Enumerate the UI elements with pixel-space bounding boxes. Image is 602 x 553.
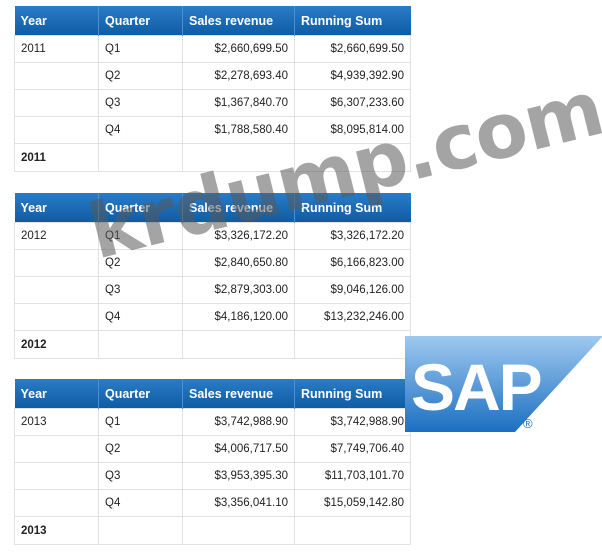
cell-quarter: Q2 (98, 62, 183, 90)
cell-year (14, 89, 99, 117)
col-header-quarter[interactable]: Quarter (98, 379, 183, 409)
sap-logo-shape (405, 336, 602, 432)
col-header-sales-revenue[interactable]: Sales revenue (182, 193, 295, 223)
cell-sales-revenue: $2,840,650.80 (182, 249, 295, 277)
table-row: Q4 $3,356,041.10 $15,059,142.80 (14, 489, 411, 517)
cell-quarter: Q2 (98, 435, 183, 463)
cell-sales-revenue: $1,367,840.70 (182, 89, 295, 117)
table-row: Q3 $3,953,395.30 $11,703,101.70 (14, 462, 411, 490)
sap-logo: SAP ® (405, 336, 602, 432)
cell-sales-revenue: $4,006,717.50 (182, 435, 295, 463)
table-row: 2013 Q1 $3,742,988.90 $3,742,988.90 (14, 408, 411, 436)
table-row: Q4 $4,186,120.00 $13,232,246.00 (14, 303, 411, 331)
cell-running-sum: $15,059,142.80 (294, 489, 411, 517)
cell-sales-revenue: $3,742,988.90 (182, 408, 295, 436)
cell-quarter: Q3 (98, 89, 183, 117)
cell-year: 2013 (14, 408, 99, 436)
table-row: 2012 Q1 $3,326,172.20 $3,326,172.20 (14, 222, 411, 250)
table-row: Q2 $2,278,693.40 $4,939,392.90 (14, 62, 411, 90)
cell-running-sum: $6,307,233.60 (294, 89, 411, 117)
footer-row: 2013 (14, 516, 411, 545)
col-header-year[interactable]: Year (14, 6, 99, 36)
cell-running-sum: $3,742,988.90 (294, 408, 411, 436)
cell-quarter: Q4 (98, 489, 183, 517)
cell-sales-revenue: $3,953,395.30 (182, 462, 295, 490)
footer-year: 2011 (14, 143, 99, 172)
cell-year (14, 249, 99, 277)
cell-quarter: Q3 (98, 276, 183, 304)
cell-sales-revenue: $2,660,699.50 (182, 35, 295, 63)
col-header-sales-revenue[interactable]: Sales revenue (182, 6, 295, 36)
cell-quarter: Q2 (98, 249, 183, 277)
col-header-running-sum[interactable]: Running Sum (294, 6, 411, 36)
cell-year (14, 435, 99, 463)
cell-year: 2011 (14, 35, 99, 63)
col-header-running-sum[interactable]: Running Sum (294, 379, 411, 409)
cell-running-sum: $3,326,172.20 (294, 222, 411, 250)
table-row: 2011 Q1 $2,660,699.50 $2,660,699.50 (14, 35, 411, 63)
report-table-2013: Year Quarter Sales revenue Running Sum 2… (14, 379, 411, 545)
cell-sales-revenue: $1,788,580.40 (182, 116, 295, 144)
cell-quarter: Q1 (98, 222, 183, 250)
cell-year (14, 303, 99, 331)
col-header-quarter[interactable]: Quarter (98, 193, 183, 223)
cell-running-sum: $13,232,246.00 (294, 303, 411, 331)
cell-year (14, 116, 99, 144)
registered-mark: ® (523, 416, 533, 431)
cell-quarter: Q1 (98, 35, 183, 63)
footer-year: 2012 (14, 330, 99, 359)
report-table-2012: Year Quarter Sales revenue Running Sum 2… (14, 193, 411, 359)
cell-sales-revenue: $3,356,041.10 (182, 489, 295, 517)
header-row: Year Quarter Sales revenue Running Sum (14, 6, 411, 36)
cell-year: 2012 (14, 222, 99, 250)
col-header-sales-revenue[interactable]: Sales revenue (182, 379, 295, 409)
table-row: Q2 $2,840,650.80 $6,166,823.00 (14, 249, 411, 277)
cell-quarter: Q1 (98, 408, 183, 436)
cell-running-sum: $6,166,823.00 (294, 249, 411, 277)
cell-sales-revenue: $2,879,303.00 (182, 276, 295, 304)
header-row: Year Quarter Sales revenue Running Sum (14, 193, 411, 223)
cell-year (14, 489, 99, 517)
sap-logo-text: SAP (411, 350, 541, 424)
cell-quarter: Q4 (98, 303, 183, 331)
col-header-year[interactable]: Year (14, 193, 99, 223)
footer-row: 2012 (14, 330, 411, 359)
sap-logo-graphic: SAP ® (405, 336, 602, 432)
table-row: Q3 $1,367,840.70 $6,307,233.60 (14, 89, 411, 117)
report-table-2011: Year Quarter Sales revenue Running Sum 2… (14, 6, 411, 172)
cell-sales-revenue: $4,186,120.00 (182, 303, 295, 331)
footer-year: 2013 (14, 516, 99, 545)
col-header-running-sum[interactable]: Running Sum (294, 193, 411, 223)
cell-running-sum: $7,749,706.40 (294, 435, 411, 463)
cell-year (14, 62, 99, 90)
cell-running-sum: $2,660,699.50 (294, 35, 411, 63)
cell-quarter: Q3 (98, 462, 183, 490)
header-row: Year Quarter Sales revenue Running Sum (14, 379, 411, 409)
cell-sales-revenue: $2,278,693.40 (182, 62, 295, 90)
cell-running-sum: $8,095,814.00 (294, 116, 411, 144)
cell-running-sum: $9,046,126.00 (294, 276, 411, 304)
table-row: Q3 $2,879,303.00 $9,046,126.00 (14, 276, 411, 304)
cell-running-sum: $4,939,392.90 (294, 62, 411, 90)
table-row: Q2 $4,006,717.50 $7,749,706.40 (14, 435, 411, 463)
cell-sales-revenue: $3,326,172.20 (182, 222, 295, 250)
cell-running-sum: $11,703,101.70 (294, 462, 411, 490)
col-header-quarter[interactable]: Quarter (98, 6, 183, 36)
cell-year (14, 462, 99, 490)
footer-row: 2011 (14, 143, 411, 172)
cell-quarter: Q4 (98, 116, 183, 144)
table-row: Q4 $1,788,580.40 $8,095,814.00 (14, 116, 411, 144)
cell-year (14, 276, 99, 304)
col-header-year[interactable]: Year (14, 379, 99, 409)
